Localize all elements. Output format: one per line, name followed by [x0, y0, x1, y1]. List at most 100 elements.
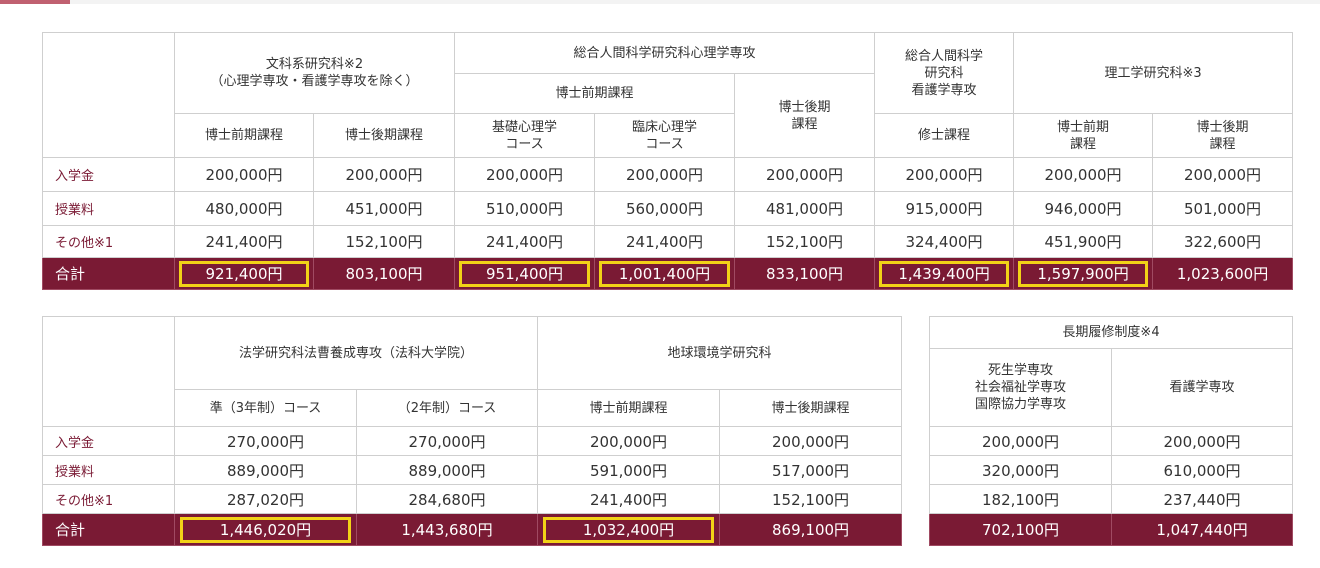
fee-cell: 200,000円 — [1110, 426, 1294, 456]
total-cell: 1,047,440円 — [1110, 513, 1294, 546]
fee-cell: 480,000円 — [174, 191, 314, 226]
column-header: 博士前期課程 — [537, 389, 721, 427]
fee-cell: 241,400円 — [174, 225, 314, 258]
fee-cell: 287,020円 — [174, 484, 357, 514]
row-label-tuition: 授業料 — [42, 191, 175, 226]
column-header: 博士前期 課程 — [1013, 113, 1154, 158]
highlight-box: 1,439,400円 — [879, 260, 1009, 287]
fee-cell: 889,000円 — [174, 455, 357, 485]
fee-cell: 451,900円 — [1013, 225, 1154, 258]
corner-cell — [42, 316, 175, 427]
row-label-total: 合計 — [42, 257, 175, 290]
highlight-box: 1,001,400円 — [599, 260, 730, 287]
total-row: 702,100円 1,047,440円 — [929, 513, 1294, 546]
fee-cell: 270,000円 — [174, 426, 357, 456]
column-header: 看護学専攻 — [1110, 348, 1294, 427]
fee-cell: 152,100円 — [734, 225, 876, 258]
row-label-other: その他※1 — [42, 484, 175, 514]
total-cell-highlighted: 1,439,400円 — [874, 257, 1015, 290]
group-header-nursing: 総合人間科学 研究科 看護学専攻 — [874, 32, 1015, 114]
highlight-box: 1,597,900円 — [1018, 260, 1148, 287]
column-header: 死生学専攻 社会福祉学専攻 国際協力学専攻 — [929, 348, 1112, 427]
total-cell: 702,100円 — [929, 513, 1112, 546]
fee-cell: 200,000円 — [312, 157, 456, 192]
highlight-box: 921,400円 — [179, 260, 309, 287]
column-header: 基礎心理学 コース — [454, 113, 596, 158]
fee-cell: 200,000円 — [1013, 157, 1154, 192]
column-header: 博士後期 課程 — [1152, 113, 1294, 158]
group-header-law: 法学研究科法曹養成専攻（法科大学院） — [173, 316, 539, 390]
fee-cell: 510,000円 — [454, 191, 596, 226]
column-header: 修士課程 — [874, 113, 1015, 158]
fee-cell: 182,100円 — [929, 484, 1112, 514]
highlight-box: 1,032,400円 — [543, 516, 714, 543]
top-bar-accent — [0, 0, 70, 4]
fee-cell: 241,400円 — [454, 225, 596, 258]
fee-cell: 591,000円 — [537, 455, 721, 485]
row-label-admission: 入学金 — [42, 157, 175, 192]
corner-cell — [42, 32, 175, 158]
table-row: 入学金 270,000円 270,000円 200,000円 200,000円 — [42, 426, 903, 456]
total-row: 合計 921,400円 803,100円 951,400円 1,001,400円… — [42, 257, 1294, 290]
total-cell-highlighted: 1,001,400円 — [594, 257, 736, 290]
total-row: 合計 1,446,020円 1,443,680円 1,032,400円 869,… — [42, 513, 903, 546]
fee-cell: 241,400円 — [594, 225, 736, 258]
highlight-box: 1,446,020円 — [180, 516, 351, 543]
fee-cell: 237,440円 — [1110, 484, 1294, 514]
fee-cell: 284,680円 — [355, 484, 539, 514]
fee-cell: 270,000円 — [355, 426, 539, 456]
table-row: その他※1 241,400円 152,100円 241,400円 241,400… — [42, 225, 1294, 258]
graduate-fees-table-2: 法学研究科法曹養成専攻（法科大学院） 地球環境学研究科 準（3年制）コース （2… — [42, 316, 903, 546]
group-header-long-term: 長期履修制度※4 — [928, 316, 1294, 349]
fee-cell: 889,000円 — [355, 455, 539, 485]
column-header: 準（3年制）コース — [174, 389, 357, 427]
row-label-other: その他※1 — [42, 225, 175, 258]
total-cell: 1,023,600円 — [1152, 257, 1294, 290]
fee-cell: 200,000円 — [719, 426, 903, 456]
table-row: 182,100円 237,440円 — [929, 484, 1294, 514]
fee-cell: 200,000円 — [174, 157, 314, 192]
subgroup-header-psych-master: 博士前期課程 — [454, 73, 736, 114]
table-row: 授業料 480,000円 451,000円 510,000円 560,000円 … — [42, 191, 1294, 226]
long-term-fees-table: 長期履修制度※4 死生学専攻 社会福祉学専攻 国際協力学専攻 看護学専攻 200… — [928, 316, 1294, 546]
column-header: 博士後期課程 — [312, 113, 456, 158]
total-cell-highlighted: 1,032,400円 — [537, 513, 721, 546]
fee-cell: 200,000円 — [734, 157, 876, 192]
graduate-fees-table-1: 文科系研究科※2 （心理学専攻・看護学専攻を除く） 総合人間科学研究科心理学専攻… — [42, 32, 1294, 290]
fee-cell: 152,100円 — [312, 225, 456, 258]
fee-cell: 200,000円 — [594, 157, 736, 192]
column-header: （2年制）コース — [355, 389, 539, 427]
fee-cell: 200,000円 — [454, 157, 596, 192]
table-row: 200,000円 200,000円 — [929, 426, 1294, 456]
top-bar — [0, 0, 1320, 4]
fee-cell: 200,000円 — [537, 426, 721, 456]
fee-cell: 200,000円 — [1152, 157, 1294, 192]
row-label-total: 合計 — [42, 513, 175, 546]
fee-cell: 451,000円 — [312, 191, 456, 226]
total-cell: 869,100円 — [719, 513, 903, 546]
total-cell-highlighted: 951,400円 — [454, 257, 596, 290]
table-row: 入学金 200,000円 200,000円 200,000円 200,000円 … — [42, 157, 1294, 192]
fee-cell: 610,000円 — [1110, 455, 1294, 485]
total-cell-highlighted: 1,597,900円 — [1013, 257, 1154, 290]
fee-cell: 320,000円 — [929, 455, 1112, 485]
table-row: 授業料 889,000円 889,000円 591,000円 517,000円 — [42, 455, 903, 485]
group-header-science: 理工学研究科※3 — [1013, 32, 1294, 114]
fee-cell: 324,400円 — [874, 225, 1015, 258]
total-cell-highlighted: 921,400円 — [174, 257, 314, 290]
fee-cell: 517,000円 — [719, 455, 903, 485]
table-row: 320,000円 610,000円 — [929, 455, 1294, 485]
column-header: 博士後期課程 — [719, 389, 903, 427]
group-header-psychology: 総合人間科学研究科心理学専攻 — [454, 32, 876, 74]
row-label-admission: 入学金 — [42, 426, 175, 456]
fee-cell: 915,000円 — [874, 191, 1015, 226]
subgroup-header-psych-doctor: 博士後期 課程 — [734, 73, 876, 158]
total-cell: 833,100円 — [734, 257, 876, 290]
total-cell-highlighted: 1,446,020円 — [174, 513, 357, 546]
row-label-tuition: 授業料 — [42, 455, 175, 485]
total-cell: 1,443,680円 — [355, 513, 539, 546]
fee-cell: 152,100円 — [719, 484, 903, 514]
fee-cell: 200,000円 — [929, 426, 1112, 456]
fee-cell: 946,000円 — [1013, 191, 1154, 226]
group-header-earth: 地球環境学研究科 — [537, 316, 903, 390]
